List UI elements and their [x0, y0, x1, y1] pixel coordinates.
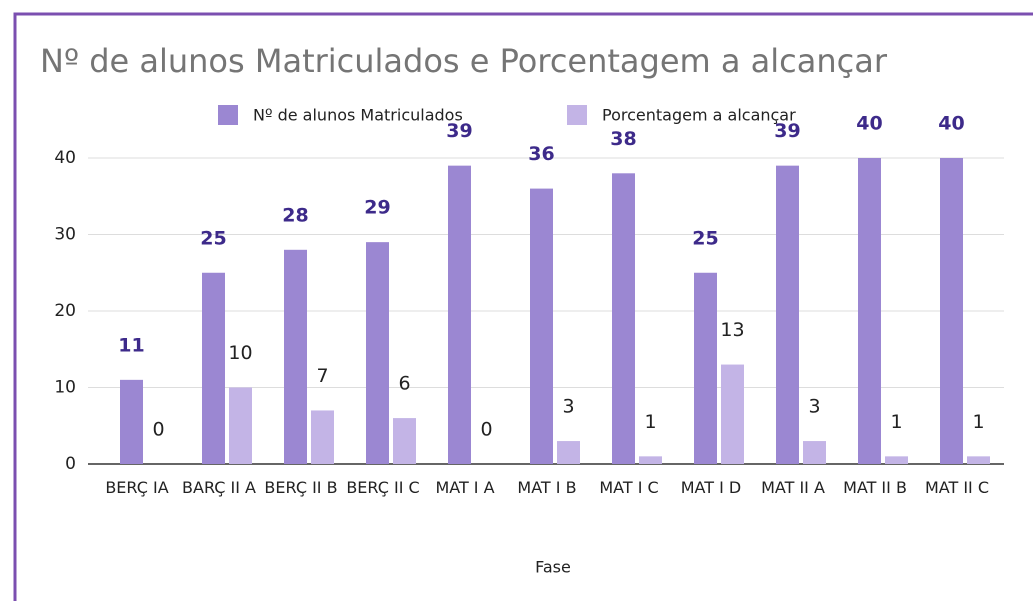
x-axis-title: Fase	[535, 558, 571, 577]
x-tick-label: BARÇ II A	[182, 478, 256, 497]
data-label: 40	[856, 113, 882, 135]
data-label: 1	[890, 411, 902, 433]
x-tick-label: BERÇ II C	[346, 478, 420, 497]
data-label: 6	[398, 373, 410, 395]
data-label: 1	[972, 411, 984, 433]
legend-label: Porcentagem a alcançar	[602, 106, 796, 125]
data-label: 36	[528, 143, 554, 165]
data-label: 25	[200, 227, 226, 249]
bar	[448, 165, 471, 464]
x-tick-label: MAT II B	[843, 478, 907, 497]
bar	[366, 242, 389, 464]
data-label: 25	[692, 227, 718, 249]
bar	[639, 456, 662, 464]
y-tick-label: 20	[54, 301, 76, 321]
data-label: 39	[446, 120, 472, 142]
bar	[803, 441, 826, 464]
bar	[612, 173, 635, 465]
x-tick-label: MAT I D	[680, 478, 742, 497]
bar	[229, 387, 252, 464]
bar	[940, 158, 963, 464]
frame	[13, 12, 1033, 601]
x-tick-label: MAT I C	[599, 478, 659, 497]
data-label: 10	[228, 342, 252, 364]
y-tick-label: 10	[54, 378, 76, 398]
data-label: 11	[118, 334, 144, 356]
bar	[120, 379, 143, 464]
legend-label: Nº de alunos Matriculados	[253, 106, 463, 125]
data-label: 7	[316, 365, 328, 387]
data-label: 40	[938, 113, 964, 135]
data-label: 29	[364, 197, 390, 219]
data-label: 3	[808, 396, 820, 418]
data-label: 0	[480, 419, 492, 441]
data-label: 3	[562, 396, 574, 418]
legend-swatch	[567, 105, 587, 125]
x-tick-label: MAT II A	[761, 478, 825, 497]
x-tick-label: MAT II C	[924, 478, 990, 497]
bar	[557, 441, 580, 464]
x-tick-label: BERÇ IA	[105, 478, 169, 497]
bar	[858, 158, 881, 464]
bar	[311, 410, 334, 464]
data-label: 39	[774, 120, 800, 142]
bar	[885, 456, 908, 464]
bar	[694, 272, 717, 464]
bar	[721, 364, 744, 464]
data-label: 13	[720, 319, 744, 341]
x-tick-label: MAT I A	[435, 478, 495, 497]
x-tick-label: MAT I B	[517, 478, 577, 497]
bar	[967, 456, 990, 464]
data-label: 28	[282, 204, 308, 226]
bar	[393, 418, 416, 464]
data-label: 0	[152, 419, 164, 441]
bar	[202, 272, 225, 464]
y-tick-label: 30	[54, 225, 76, 245]
data-label: 1	[644, 411, 656, 433]
x-tick-label: BERÇ II B	[264, 478, 338, 497]
legend-swatch	[218, 105, 238, 125]
y-tick-label: 0	[65, 454, 76, 474]
bar	[530, 188, 553, 464]
y-tick-label: 40	[54, 148, 76, 168]
data-label: 38	[610, 128, 636, 150]
chart-title: Nº de alunos Matriculados e Porcentagem …	[40, 42, 888, 80]
bar	[284, 249, 307, 464]
bar	[776, 165, 799, 464]
